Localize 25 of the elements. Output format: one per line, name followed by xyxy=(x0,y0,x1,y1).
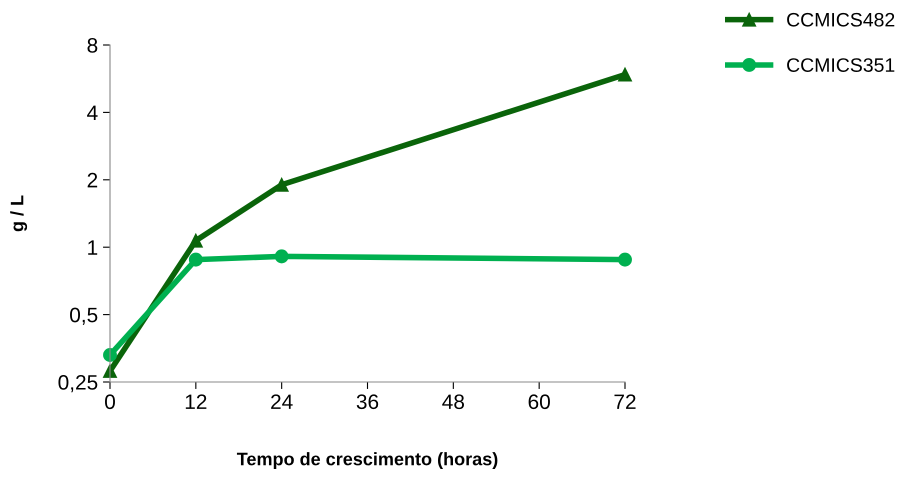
point xyxy=(188,234,203,248)
x-axis-title: Tempo de crescimento (horas) xyxy=(236,452,498,469)
y-tick-label: 0,5 xyxy=(70,308,98,325)
x-tick-label: 12 xyxy=(186,394,206,409)
legend-label: CCMICS351 xyxy=(787,58,894,72)
legend-label: CCMICS482 xyxy=(787,12,894,27)
x-tick-label: 48 xyxy=(442,394,464,410)
point xyxy=(618,68,632,82)
point xyxy=(103,364,117,378)
y-axis-title: g / L xyxy=(10,196,28,232)
y-tick-label: 2 xyxy=(88,172,98,188)
point xyxy=(188,252,203,267)
x-tick-label: 36 xyxy=(356,394,378,410)
point xyxy=(103,348,117,362)
x-tick-label: 0 xyxy=(105,394,115,410)
point xyxy=(618,252,632,267)
y-tick-label: 0,25 xyxy=(58,375,98,392)
y-tick-label: 8 xyxy=(88,38,98,53)
y-tick-label: 1 xyxy=(88,240,98,255)
x-tick-label: 60 xyxy=(528,394,550,410)
x-tick-label: 72 xyxy=(614,394,636,409)
point xyxy=(274,178,289,192)
y-tick-label: 4 xyxy=(87,106,98,120)
point xyxy=(274,249,289,264)
x-tick-label: 24 xyxy=(271,394,293,409)
